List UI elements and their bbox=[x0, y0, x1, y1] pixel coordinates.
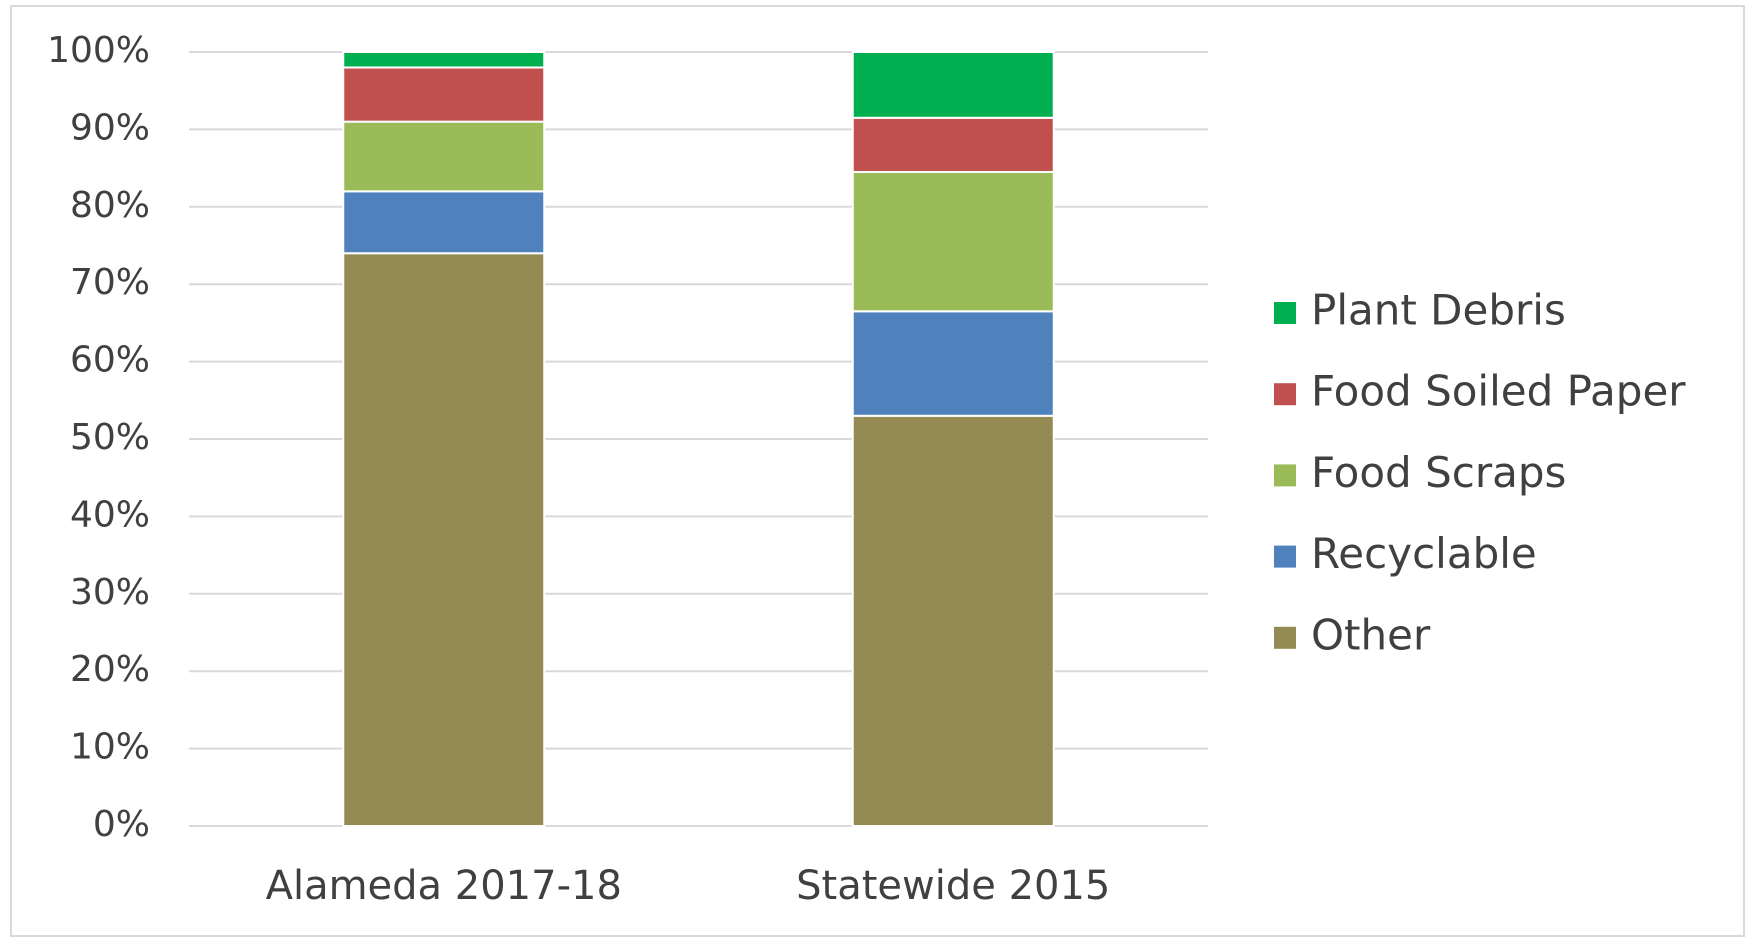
bar-segment bbox=[851, 51, 1055, 119]
legend-swatch bbox=[1274, 464, 1296, 487]
bar-segment bbox=[342, 252, 546, 828]
bar-segment bbox=[851, 414, 1055, 827]
legend-label: Food Scraps bbox=[1311, 448, 1566, 497]
legend-label: Recyclable bbox=[1311, 529, 1537, 578]
legend-swatch bbox=[1274, 545, 1296, 568]
legend-label: Other bbox=[1311, 610, 1431, 659]
y-tick-label: 90% bbox=[70, 107, 150, 148]
bar-segment bbox=[342, 190, 546, 255]
bar-segment bbox=[342, 120, 546, 193]
y-tick-label: 0% bbox=[93, 804, 150, 845]
x-tick-label: Statewide 2015 bbox=[796, 863, 1110, 909]
bar-segment bbox=[851, 170, 1055, 313]
y-tick-label: 10% bbox=[70, 727, 150, 768]
legend-swatch bbox=[1274, 383, 1296, 406]
y-tick-label: 100% bbox=[47, 30, 150, 71]
y-tick-label: 40% bbox=[70, 494, 150, 535]
legend-swatch bbox=[1274, 626, 1296, 649]
y-tick-label: 50% bbox=[70, 417, 150, 458]
y-tick-label: 30% bbox=[70, 572, 150, 613]
bar-segment bbox=[342, 66, 546, 123]
bar-segment bbox=[851, 310, 1055, 417]
y-tick-label: 70% bbox=[70, 262, 150, 303]
legend-swatch bbox=[1274, 302, 1296, 324]
y-tick-label: 80% bbox=[70, 185, 150, 226]
bar-segment bbox=[851, 116, 1055, 173]
y-tick-label: 20% bbox=[70, 649, 150, 690]
legend-label: Plant Debris bbox=[1311, 286, 1566, 335]
x-tick-label: Alameda 2017-18 bbox=[266, 863, 622, 909]
y-tick-label: 60% bbox=[70, 340, 150, 381]
bar-segment bbox=[342, 51, 546, 69]
legend-label: Food Soiled Paper bbox=[1311, 367, 1686, 416]
